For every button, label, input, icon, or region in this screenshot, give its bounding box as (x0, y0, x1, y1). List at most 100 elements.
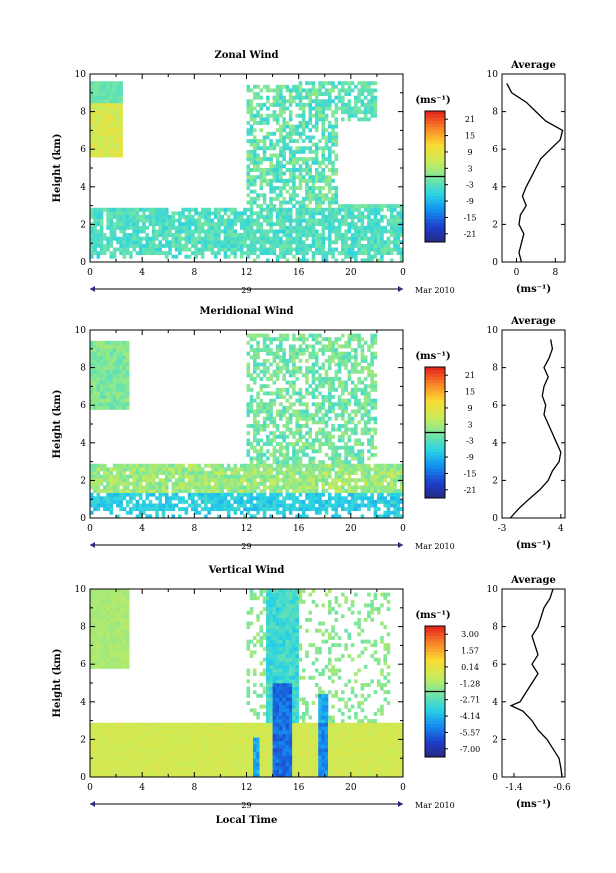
heatmap-cell (135, 467, 140, 472)
heatmap-cell (116, 639, 120, 644)
heatmap-cell (246, 499, 251, 504)
heatmap-cell (103, 84, 107, 89)
heatmap-cell (96, 589, 101, 593)
heatmap-cell (161, 489, 166, 493)
heatmap-cell (383, 496, 387, 501)
heatmap-cell (197, 233, 202, 237)
heatmap-cell (354, 463, 358, 468)
heatmap-cell (194, 211, 198, 216)
heatmap-cell (246, 340, 251, 345)
colorbar-segment (425, 393, 445, 397)
heatmap-cell (256, 452, 260, 457)
heatmap-cell (298, 344, 303, 349)
heatmap-cell (298, 492, 303, 497)
heatmap-cell (380, 499, 384, 504)
heatmap-cell (295, 186, 299, 190)
heatmap-cell (119, 106, 123, 111)
heatmap-cell (262, 117, 267, 122)
heatmap-cell (184, 233, 189, 237)
heatmap-cell (90, 766, 94, 771)
heatmap-cell (337, 222, 342, 227)
heatmap-cell (321, 99, 326, 104)
heatmap-cell (125, 366, 130, 371)
heatmap-cell (318, 99, 322, 104)
heatmap-cell (367, 366, 371, 371)
heatmap-cell (122, 744, 127, 749)
heatmap-cell (253, 471, 257, 475)
heatmap-cell (125, 344, 130, 349)
heatmap-cell (295, 240, 299, 245)
heatmap-cell (106, 358, 110, 363)
heatmap-cell (99, 730, 104, 734)
heatmap-cell (367, 236, 371, 241)
heatmap-cell (354, 489, 358, 493)
heatmap-cell (266, 474, 270, 479)
heatmap-cell (363, 355, 368, 360)
heatmap-cell (311, 474, 316, 479)
heatmap-cell (204, 247, 208, 252)
heatmap-cell (321, 225, 326, 230)
heatmap-cell (200, 215, 205, 219)
heatmap-cell (367, 478, 371, 483)
heatmap-cell (389, 247, 394, 252)
heatmap-cell (262, 337, 267, 342)
heatmap-cell (318, 211, 322, 216)
heatmap-cell (96, 395, 101, 399)
heatmap-cell (168, 503, 172, 508)
heatmap-cell (112, 121, 117, 125)
heatmap-cell (168, 229, 172, 234)
heatmap-cell (145, 247, 149, 252)
colorbar-segment (425, 488, 445, 492)
heatmap-cell (112, 222, 117, 227)
heatmap-cell (109, 639, 114, 644)
heatmap-cell (262, 340, 267, 345)
heatmap-cell (148, 478, 153, 483)
heatmap-cell (256, 507, 260, 512)
heatmap-cell (298, 149, 303, 154)
heatmap-cell (334, 171, 339, 176)
heatmap-cell (125, 467, 130, 472)
heatmap-cell (292, 351, 296, 356)
heatmap-cell (370, 204, 374, 209)
heatmap-cell (243, 514, 247, 519)
heatmap-cell (256, 229, 260, 234)
heatmap-cell (275, 153, 280, 158)
heatmap-cell (318, 460, 322, 465)
heatmap-cell (148, 240, 153, 245)
heatmap-cell (298, 135, 303, 140)
heatmap-cell (259, 178, 264, 183)
heatmap-cell (256, 92, 260, 96)
heatmap-cell (373, 251, 378, 256)
heatmap-cell (174, 463, 179, 468)
heatmap-cell (197, 496, 202, 501)
heatmap-cell (305, 402, 309, 407)
heatmap-cell (328, 200, 332, 205)
heatmap-cell (256, 218, 260, 223)
heatmap-cell (282, 478, 286, 483)
heatmap-cell (311, 240, 316, 245)
heatmap-cell (243, 251, 247, 256)
heatmap-cell (393, 510, 397, 515)
heatmap-cell (334, 452, 339, 457)
heatmap-cell (223, 471, 228, 475)
heatmap-cell (90, 211, 94, 216)
heatmap-cell (132, 236, 136, 241)
heatmap-cell (96, 405, 101, 410)
heatmap-cell (328, 236, 332, 241)
heatmap-cell (158, 207, 163, 212)
heatmap-cell (269, 373, 273, 378)
heatmap-cell (125, 355, 130, 360)
heatmap-cell (279, 391, 283, 396)
heatmap-cell (259, 207, 264, 212)
heatmap-cell (187, 481, 192, 486)
heatmap-cell (103, 628, 107, 633)
heatmap-cell (314, 142, 319, 147)
heatmap-cell (90, 496, 94, 501)
heatmap-cell (318, 402, 322, 407)
heatmap-cell (103, 351, 107, 356)
heatmap-cell (90, 236, 94, 241)
average-y-tick-label: 2 (492, 220, 498, 230)
heatmap-cell (90, 636, 94, 640)
heatmap-cell (253, 113, 257, 118)
heatmap-cell (109, 474, 114, 479)
